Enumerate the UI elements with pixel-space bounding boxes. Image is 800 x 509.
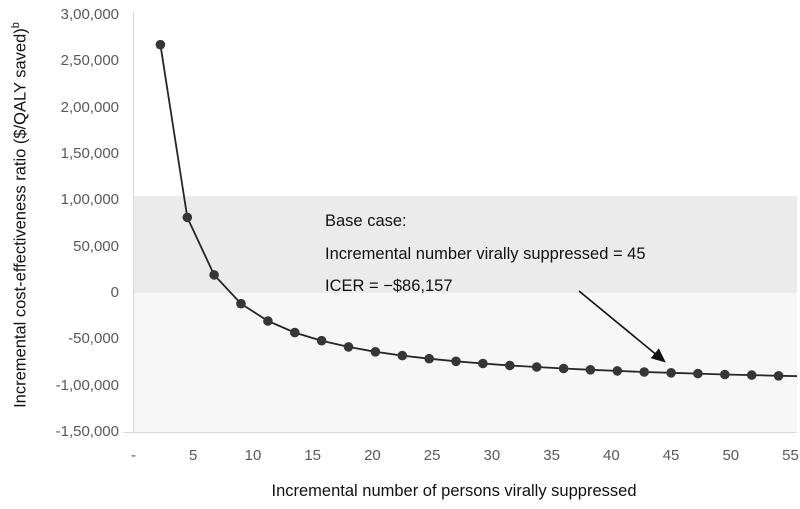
data-point-marker [263, 316, 273, 326]
icer-series [155, 39, 797, 381]
data-point-marker [155, 39, 166, 50]
y-tick-label: 2,50,000 [60, 52, 119, 70]
data-point-marker [558, 363, 569, 374]
data-point-marker [531, 362, 542, 372]
data-point-marker [693, 368, 703, 379]
y-tick-label: 2,00,000 [60, 98, 119, 116]
data-point-marker [612, 366, 623, 376]
y-tick-label: -1,00,000 [55, 376, 119, 394]
base-case-annotation: Base case: Incremental number virally su… [325, 205, 646, 303]
data-point-marker [773, 371, 784, 381]
data-point-marker [505, 360, 515, 371]
data-point-marker [370, 347, 381, 357]
x-tick-label: 55 [782, 447, 799, 464]
annotation-line-1: Base case: [325, 212, 407, 230]
data-point-marker [666, 368, 676, 378]
x-tick-label: 30 [483, 447, 501, 464]
data-point-marker [424, 353, 435, 364]
data-point-marker [478, 358, 488, 369]
y-tick-label: 3,00,000 [60, 6, 119, 23]
data-point-marker [236, 298, 246, 309]
x-tick-label: 15 [304, 447, 322, 464]
data-point-marker [316, 335, 327, 346]
y-tick-label: 50,000 [73, 237, 119, 255]
data-point-marker [720, 369, 730, 380]
x-tick-label: 50 [722, 447, 740, 464]
y-tick-label: -1,50,000 [55, 423, 119, 440]
y-tick-label: -50,000 [68, 330, 119, 348]
x-tick-label: - [131, 447, 136, 464]
x-tick-label: 10 [244, 447, 262, 464]
data-point-marker [290, 327, 300, 338]
data-point-marker [209, 270, 219, 280]
data-point-marker [343, 342, 354, 352]
y-tick-label: 1,00,000 [60, 191, 119, 209]
data-point-marker [639, 367, 649, 377]
x-tick-label: 40 [602, 447, 620, 464]
data-point-marker [451, 356, 461, 367]
y-axis-line [133, 12, 134, 432]
data-point-marker [746, 370, 757, 380]
upper-shaded-region [134, 195, 797, 293]
x-tick-label: 20 [364, 447, 381, 464]
y-tick-label: 0 [110, 284, 119, 301]
y-axis-title: Incremental cost-effectiveness ratio ($/… [10, 0, 34, 431]
data-point-marker [182, 212, 193, 223]
x-tick-label: 35 [543, 447, 560, 464]
data-point-marker [397, 350, 408, 361]
data-point-marker [585, 365, 596, 375]
x-tick-label: 25 [423, 447, 441, 464]
annotation-arrow [578, 290, 666, 363]
y-axis-title-text: Incremental cost-effectiveness ratio ($/… [11, 28, 30, 408]
x-tick-label: 5 [189, 447, 198, 464]
annotation-line-2: Incremental number virally suppressed = … [325, 244, 646, 263]
annotation-line-3: ICER = −$86,157 [325, 277, 453, 295]
x-axis-line [123, 432, 797, 433]
x-tick-label: 45 [662, 447, 680, 464]
x-axis-title: Incremental number of persons virally su… [271, 482, 637, 500]
y-tick-label: 1,50,000 [60, 145, 119, 162]
y-axis-title-superscript: b [10, 22, 22, 29]
